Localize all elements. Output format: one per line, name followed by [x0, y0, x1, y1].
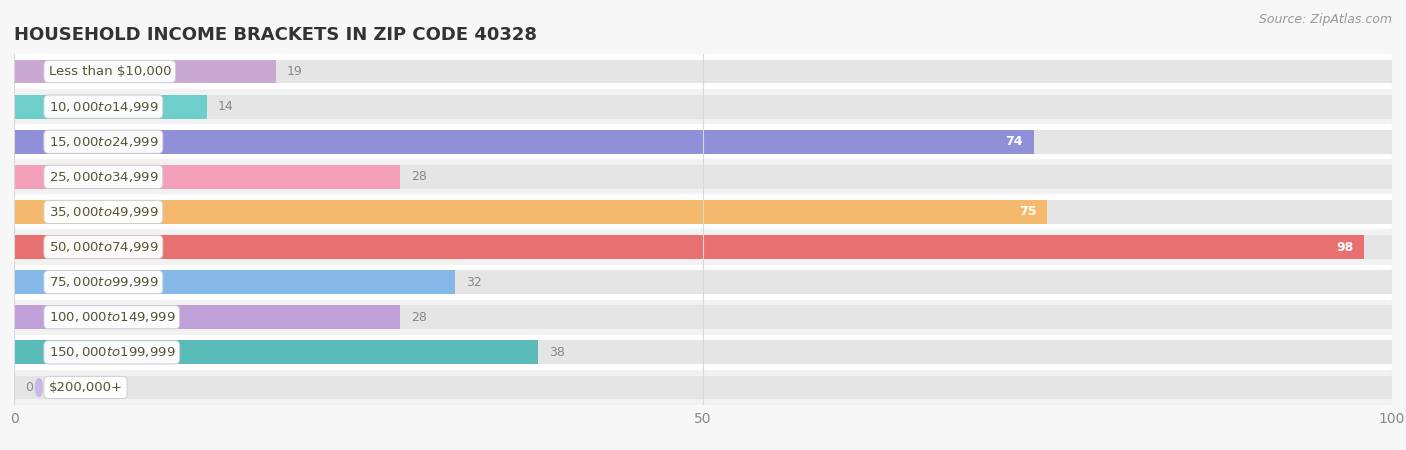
Circle shape — [35, 63, 42, 80]
Text: 38: 38 — [548, 346, 565, 359]
Text: $100,000 to $149,999: $100,000 to $149,999 — [48, 310, 174, 324]
Bar — [14, 235, 1392, 259]
Circle shape — [35, 98, 42, 115]
FancyBboxPatch shape — [14, 300, 1392, 335]
Bar — [14, 305, 1392, 329]
Bar — [14, 270, 1392, 294]
Bar — [14, 94, 1392, 119]
Bar — [14, 305, 399, 329]
Text: 0: 0 — [25, 381, 34, 394]
Text: $150,000 to $199,999: $150,000 to $199,999 — [48, 345, 174, 360]
Circle shape — [35, 309, 42, 326]
FancyBboxPatch shape — [14, 265, 1392, 300]
FancyBboxPatch shape — [14, 159, 1392, 194]
FancyBboxPatch shape — [14, 335, 1392, 370]
Bar — [14, 59, 276, 84]
Text: 74: 74 — [1005, 135, 1022, 148]
Text: $200,000+: $200,000+ — [48, 381, 122, 394]
Text: 75: 75 — [1019, 206, 1036, 218]
Bar — [14, 165, 1392, 189]
Bar — [14, 94, 207, 119]
Text: 32: 32 — [465, 276, 482, 288]
Circle shape — [35, 203, 42, 220]
Bar — [14, 375, 1392, 400]
Circle shape — [35, 273, 42, 291]
Text: 28: 28 — [411, 311, 427, 324]
Text: HOUSEHOLD INCOME BRACKETS IN ZIP CODE 40328: HOUSEHOLD INCOME BRACKETS IN ZIP CODE 40… — [14, 26, 537, 44]
Text: $25,000 to $34,999: $25,000 to $34,999 — [48, 170, 159, 184]
Bar — [14, 130, 1033, 154]
Circle shape — [35, 379, 42, 396]
Text: Less than $10,000: Less than $10,000 — [48, 65, 172, 78]
Text: $15,000 to $24,999: $15,000 to $24,999 — [48, 135, 159, 149]
Text: $10,000 to $14,999: $10,000 to $14,999 — [48, 99, 159, 114]
Text: $35,000 to $49,999: $35,000 to $49,999 — [48, 205, 159, 219]
Bar — [14, 165, 399, 189]
FancyBboxPatch shape — [14, 54, 1392, 89]
FancyBboxPatch shape — [14, 194, 1392, 230]
Bar — [14, 340, 537, 364]
Bar — [14, 59, 1392, 84]
Circle shape — [35, 238, 42, 256]
Text: $75,000 to $99,999: $75,000 to $99,999 — [48, 275, 159, 289]
Circle shape — [35, 168, 42, 185]
FancyBboxPatch shape — [14, 370, 1392, 405]
Bar — [14, 270, 456, 294]
Text: 14: 14 — [218, 100, 233, 113]
Text: 19: 19 — [287, 65, 302, 78]
FancyBboxPatch shape — [14, 124, 1392, 159]
FancyBboxPatch shape — [14, 89, 1392, 124]
Bar — [14, 200, 1047, 224]
Circle shape — [35, 133, 42, 150]
Bar — [14, 130, 1392, 154]
Bar — [14, 200, 1392, 224]
Text: 98: 98 — [1336, 241, 1354, 253]
Bar — [14, 235, 1364, 259]
Text: Source: ZipAtlas.com: Source: ZipAtlas.com — [1258, 14, 1392, 27]
FancyBboxPatch shape — [14, 230, 1392, 265]
Circle shape — [35, 344, 42, 361]
Text: $50,000 to $74,999: $50,000 to $74,999 — [48, 240, 159, 254]
Bar — [14, 340, 1392, 364]
Text: 28: 28 — [411, 171, 427, 183]
